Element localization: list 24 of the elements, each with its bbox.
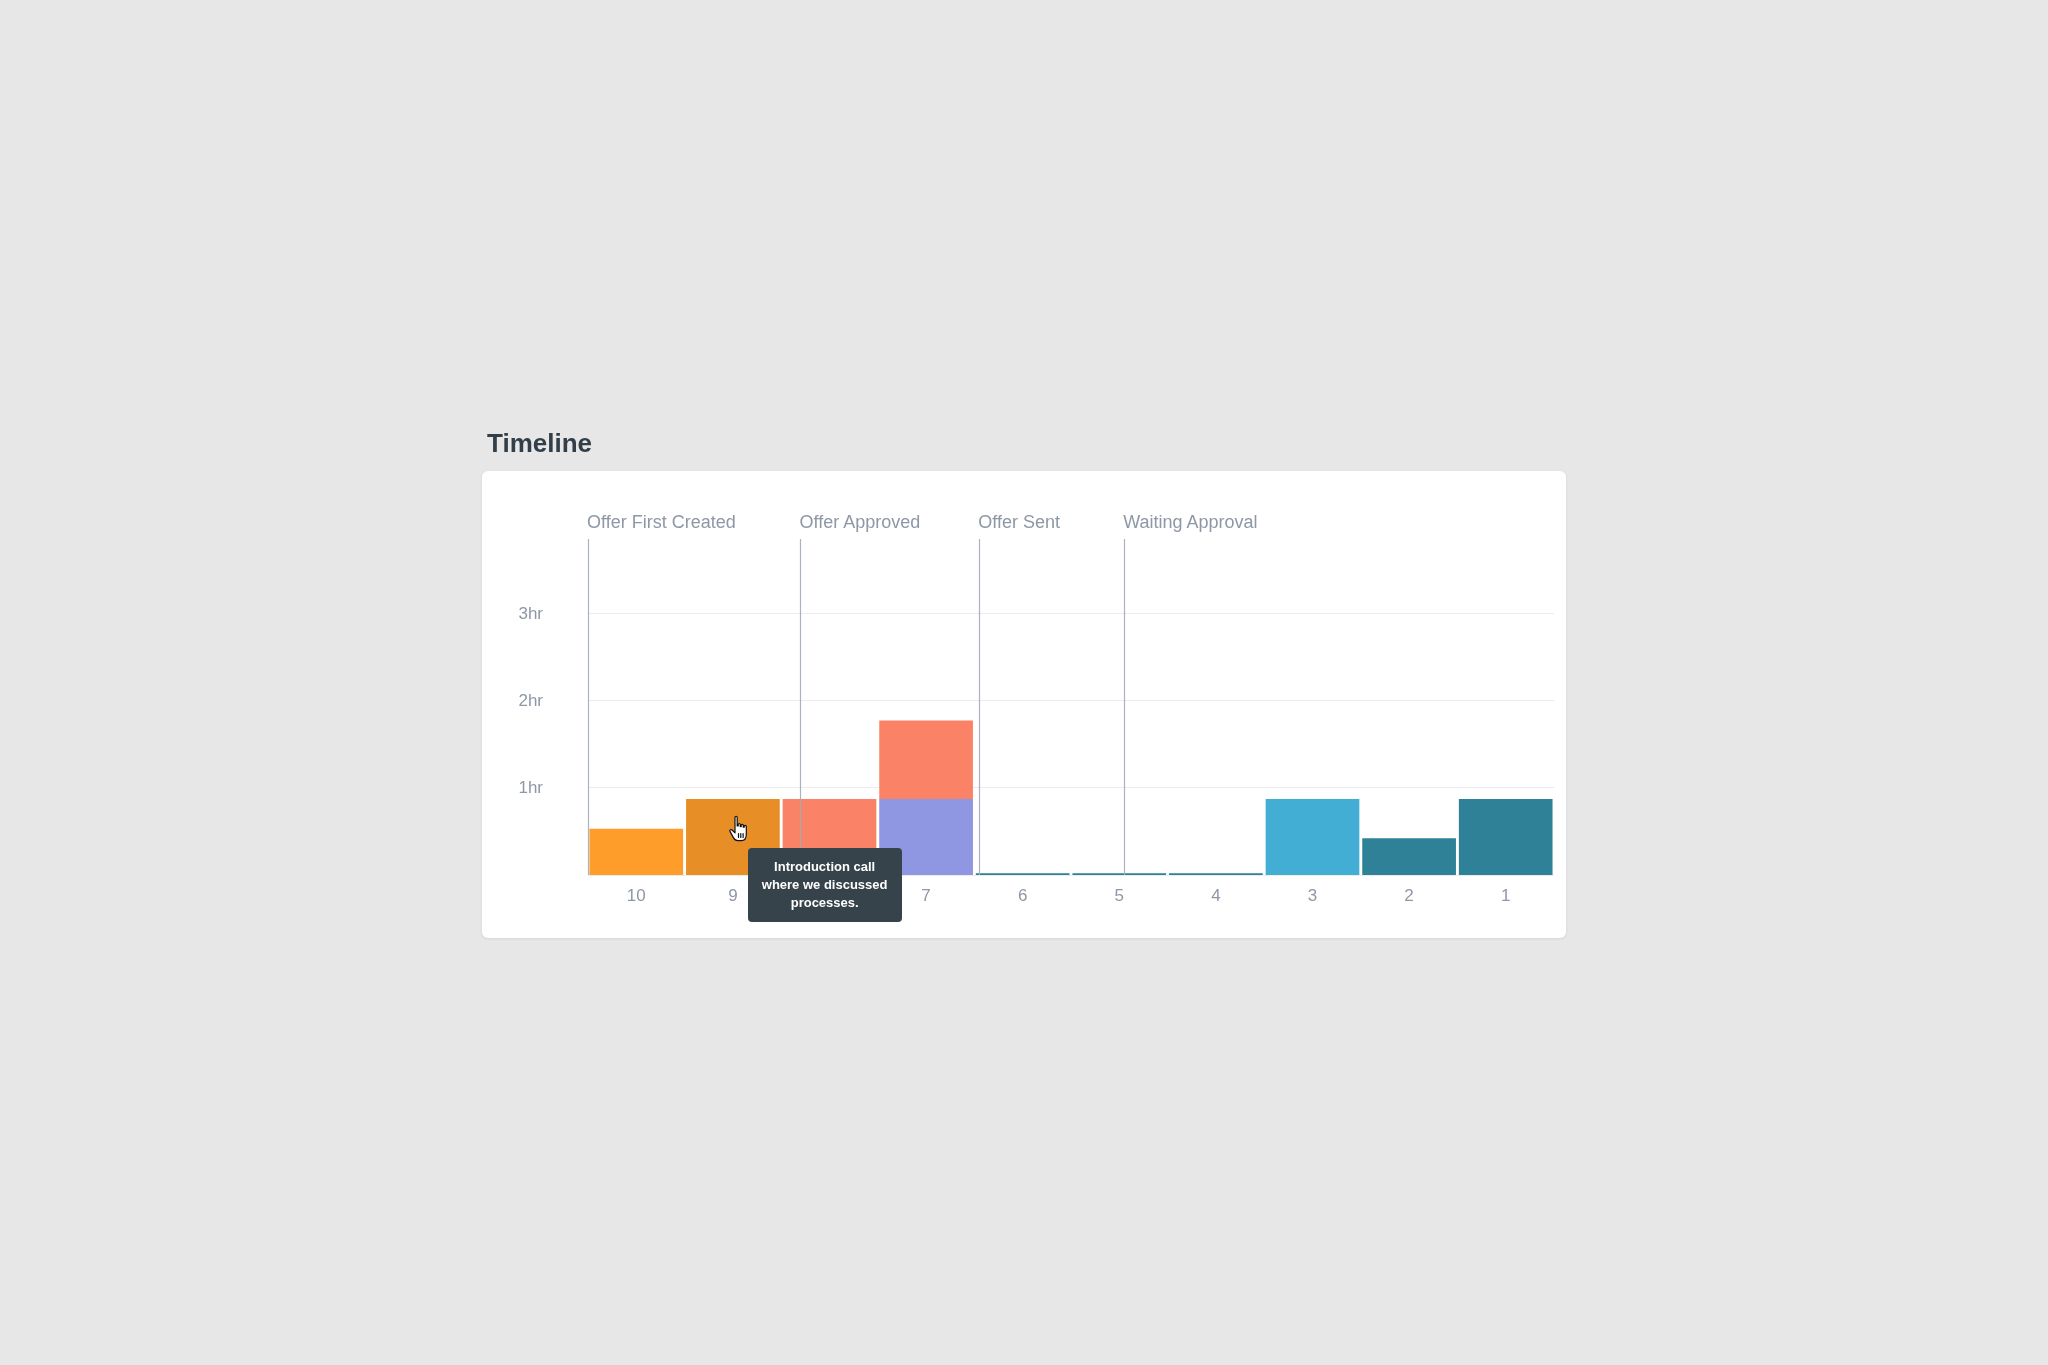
- x-tick-label: 3: [1307, 886, 1318, 905]
- ref-line-label: Offer Approved: [799, 512, 921, 532]
- bar: [589, 828, 684, 875]
- ref-line-label: Offer First Created: [587, 512, 736, 532]
- bar: [1265, 799, 1360, 875]
- ref-line-label: Offer Sent: [978, 512, 1060, 532]
- y-tick-label: 2hr: [518, 690, 544, 710]
- y-tick-label: 1hr: [518, 778, 544, 798]
- x-tick-label: 5: [1114, 886, 1125, 905]
- bar: [879, 720, 973, 800]
- x-tick-label: 9: [728, 886, 738, 905]
- bar: [879, 799, 973, 875]
- annotation: Introduction call where we discussed processes.: [747, 848, 902, 922]
- x-tick-label: 6: [1017, 886, 1028, 905]
- x-tick-label: 4: [1211, 886, 1221, 905]
- x-tick-label: 1: [1500, 886, 1511, 905]
- ref-line-label: Waiting Approval: [1123, 512, 1258, 532]
- chart-title: Timeline: [487, 428, 593, 458]
- x-tick-label: 7: [921, 886, 931, 905]
- x-tick-label: 10: [626, 886, 646, 905]
- bar: [1362, 838, 1456, 875]
- y-tick-label: 3hr: [518, 603, 544, 623]
- x-tick-label: 2: [1404, 886, 1414, 905]
- bar: [1458, 799, 1553, 875]
